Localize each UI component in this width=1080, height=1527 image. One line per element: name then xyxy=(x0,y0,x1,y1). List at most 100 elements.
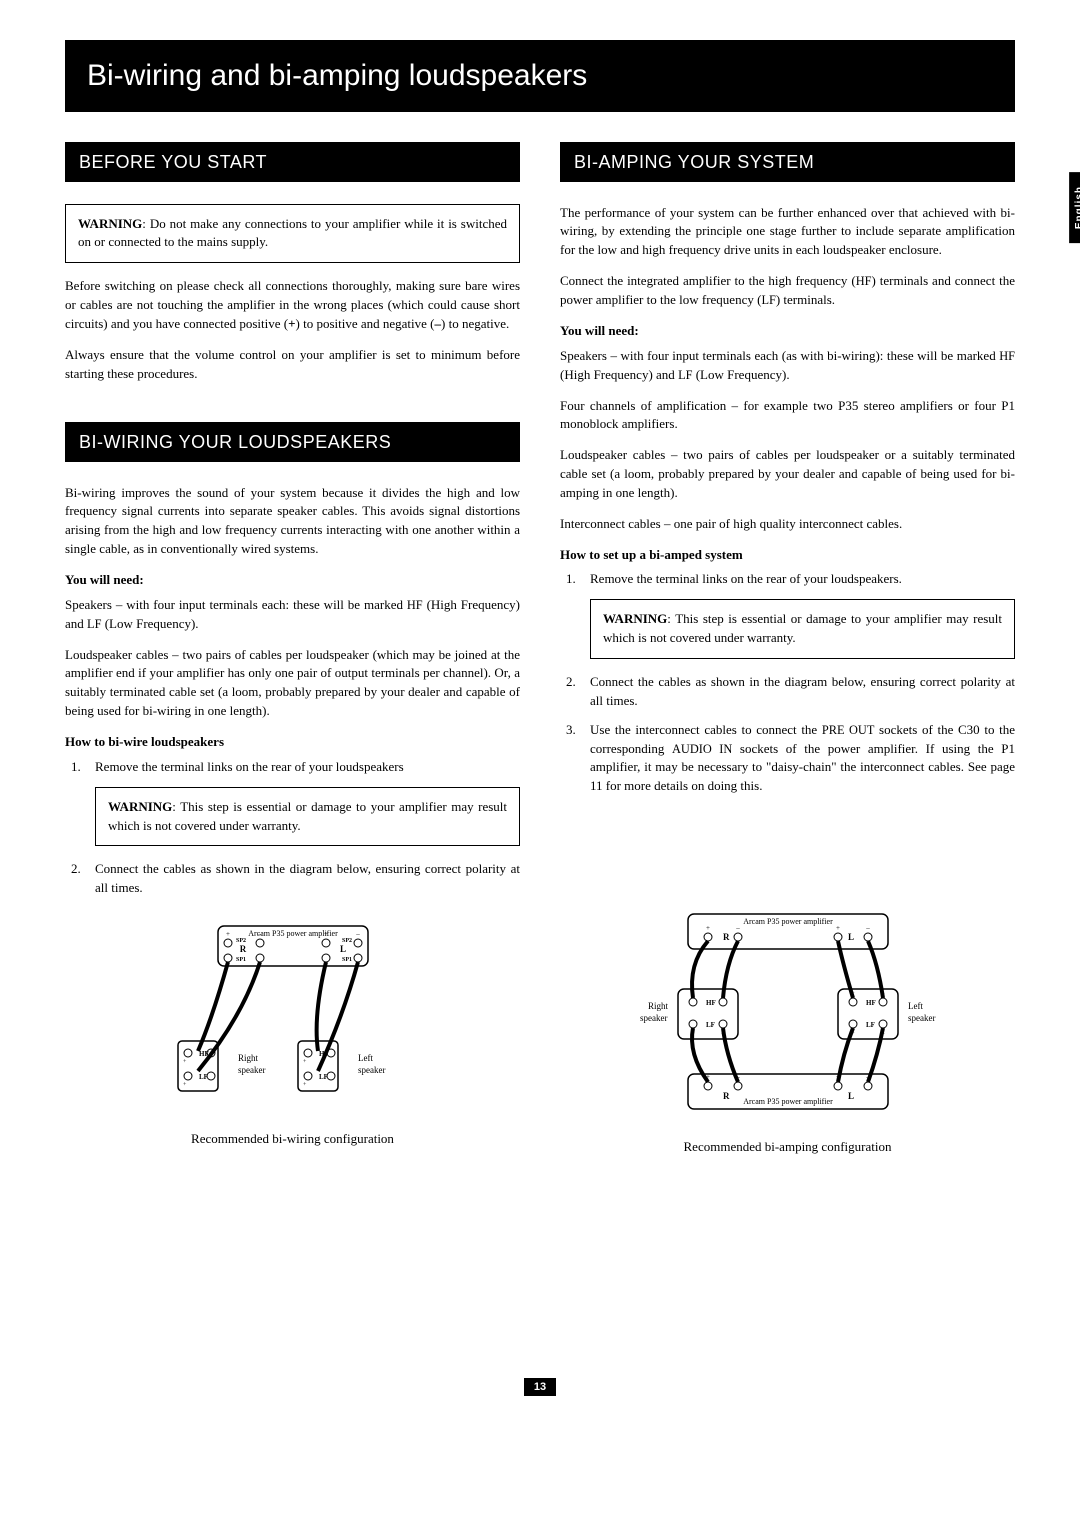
svg-text:+: + xyxy=(303,1059,307,1065)
svg-text:Arcam P35 power amplifier: Arcam P35 power amplifier xyxy=(743,917,833,926)
svg-text:speaker: speaker xyxy=(358,1065,385,1075)
body-paragraph: The performance of your system can be fu… xyxy=(560,204,1015,261)
text-run: Use the interconnect cables to connect t… xyxy=(590,722,822,737)
svg-text:SP2: SP2 xyxy=(342,938,352,944)
svg-text:SP1: SP1 xyxy=(342,957,352,963)
text-run: (Low Frequency). xyxy=(101,616,198,631)
subheading-howto: How to bi-wire loudspeakers xyxy=(65,733,520,752)
biamping-diagram: Arcam P35 power amplifier R L + – + – Ar… xyxy=(618,904,958,1124)
text-run: Connect the integrated amplifier to the … xyxy=(560,273,856,288)
text-run: ) to positive and negative ( xyxy=(296,316,435,331)
svg-text:L: L xyxy=(848,932,854,942)
svg-text:–: – xyxy=(257,930,262,938)
svg-text:+: + xyxy=(183,1059,187,1065)
section-biwiring: BI-WIRING YOUR LOUDSPEAKERS xyxy=(65,422,520,462)
body-paragraph: Speakers – with four input terminals eac… xyxy=(560,347,1015,385)
text-run: (High Frequency) and xyxy=(560,367,678,382)
page-number: 13 xyxy=(65,1377,1015,1396)
steps-list: Remove the terminal links on the rear of… xyxy=(560,570,1015,589)
warning-label: WARNING xyxy=(603,611,667,626)
right-speaker-label: Right xyxy=(238,1053,259,1063)
subheading-need: You will need: xyxy=(560,322,1015,341)
page-number-value: 13 xyxy=(524,1378,556,1396)
warning-box: WARNING: This step is essential or damag… xyxy=(590,599,1015,659)
biwiring-diagram: Arcam P35 power amplifier R L SP2 SP2 SP… xyxy=(143,916,443,1116)
warning-box: WARNING: Do not make any connections to … xyxy=(65,204,520,264)
svg-text:R: R xyxy=(239,944,246,954)
body-paragraph: Connect the integrated amplifier to the … xyxy=(560,272,1015,310)
plus-symbol: + xyxy=(288,316,295,331)
page-title: Bi-wiring and bi-amping loudspeakers xyxy=(65,40,1015,112)
svg-text:+: + xyxy=(324,930,328,938)
svg-text:R: R xyxy=(723,1091,730,1101)
language-tab: English xyxy=(1069,172,1080,243)
svg-text:LF: LF xyxy=(199,1073,208,1081)
body-paragraph: Before switching on please check all con… xyxy=(65,277,520,334)
steps-list: Connect the cables as shown in the diagr… xyxy=(560,673,1015,796)
left-speaker-label: Left xyxy=(358,1053,373,1063)
right-speaker-label: Right xyxy=(648,1001,669,1011)
svg-text:SP1: SP1 xyxy=(236,957,246,963)
body-paragraph: Bi-wiring improves the sound of your sys… xyxy=(65,484,520,559)
diagram-caption: Recommended bi-amping configuration xyxy=(560,1138,1015,1157)
lf-label: LF xyxy=(678,368,692,382)
step-item: Connect the cables as shown in the diagr… xyxy=(65,860,520,898)
svg-text:LF: LF xyxy=(866,1021,875,1029)
subheading-need: You will need: xyxy=(65,571,520,590)
svg-text:L: L xyxy=(848,1091,854,1101)
right-column: BI-AMPING YOUR SYSTEM The performance of… xyxy=(560,142,1015,1157)
body-paragraph: Loudspeaker cables – two pairs of cables… xyxy=(65,646,520,721)
text-run: (Low Frequency). xyxy=(692,367,789,382)
warning-box: WARNING: This step is essential or damag… xyxy=(95,787,520,847)
left-speaker-label: Left xyxy=(908,1001,923,1011)
svg-text:LF: LF xyxy=(706,1021,715,1029)
lf-label: LF xyxy=(761,293,775,307)
audioin-label: AUDIO IN xyxy=(672,742,732,756)
svg-text:L: L xyxy=(339,944,345,954)
steps-list: Remove the terminal links on the rear of… xyxy=(65,758,520,777)
section-before-you-start: BEFORE YOU START xyxy=(65,142,520,182)
step-item: Remove the terminal links on the rear of… xyxy=(560,570,1015,589)
section-biamping: BI-AMPING YOUR SYSTEM xyxy=(560,142,1015,182)
step-item: Connect the cables as shown in the diagr… xyxy=(560,673,1015,711)
body-paragraph: Interconnect cables – one pair of high q… xyxy=(560,515,1015,534)
text-run: Speakers – with four input terminals eac… xyxy=(65,597,407,612)
svg-text:HF: HF xyxy=(866,999,876,1007)
step-item: Use the interconnect cables to connect t… xyxy=(560,721,1015,796)
warning-label: WARNING xyxy=(108,799,172,814)
text-run: Speakers – with four input terminals eac… xyxy=(560,348,999,363)
svg-text:–: – xyxy=(735,924,740,932)
svg-text:+: + xyxy=(303,1082,307,1088)
body-paragraph: Always ensure that the volume control on… xyxy=(65,346,520,384)
warning-label: WARNING xyxy=(78,216,142,231)
left-column: BEFORE YOU START WARNING: Do not make an… xyxy=(65,142,520,1157)
svg-text:HF: HF xyxy=(706,999,716,1007)
diagram-caption: Recommended bi-wiring configuration xyxy=(65,1130,520,1149)
svg-text:Arcam P35 power amplifier: Arcam P35 power amplifier xyxy=(743,1097,833,1106)
svg-text:speaker: speaker xyxy=(640,1013,667,1023)
svg-text:speaker: speaker xyxy=(908,1013,935,1023)
text-run: ) terminals. xyxy=(776,292,835,307)
subheading-howto: How to set up a bi-amped system xyxy=(560,546,1015,565)
hf-label: HF xyxy=(856,274,872,288)
lf-label: LF xyxy=(87,617,101,631)
svg-text:LF: LF xyxy=(319,1073,328,1081)
svg-text:+: + xyxy=(706,924,710,932)
svg-text:R: R xyxy=(723,932,730,942)
svg-text:SP2: SP2 xyxy=(236,938,246,944)
body-paragraph: Four channels of amplification – for exa… xyxy=(560,397,1015,435)
content-columns: English BEFORE YOU START WARNING: Do not… xyxy=(65,142,1015,1157)
preout-label: PRE OUT xyxy=(822,723,875,737)
text-run: ) to negative. xyxy=(441,316,509,331)
svg-text:+: + xyxy=(836,924,840,932)
svg-text:+: + xyxy=(183,1082,187,1088)
body-paragraph: Speakers – with four input terminals eac… xyxy=(65,596,520,634)
hf-label: HF xyxy=(407,598,423,612)
svg-text:–: – xyxy=(355,930,360,938)
body-paragraph: Loudspeaker cables – two pairs of cables… xyxy=(560,446,1015,503)
svg-text:–: – xyxy=(865,924,870,932)
hf-label: HF xyxy=(999,349,1015,363)
step-item: Remove the terminal links on the rear of… xyxy=(65,758,520,777)
warning-text: : Do not make any connections to your am… xyxy=(78,216,507,250)
svg-text:+: + xyxy=(226,930,230,938)
